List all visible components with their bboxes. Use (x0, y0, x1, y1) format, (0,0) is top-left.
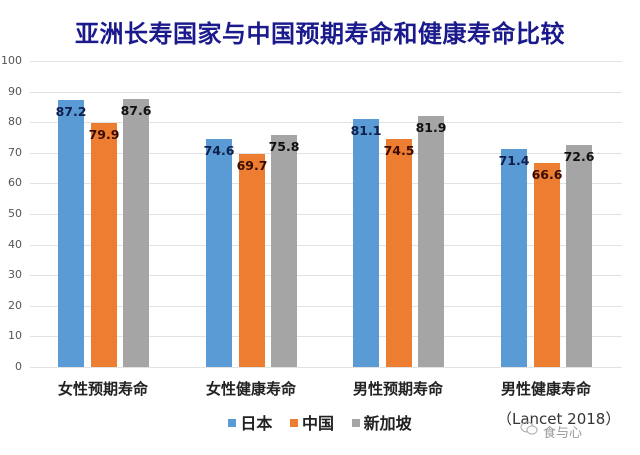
x-axis-label: 女性健康寿命 (205, 380, 296, 398)
gridline (30, 153, 622, 154)
legend-item-singapore: 新加坡 (351, 410, 412, 434)
watermark: 食与心 (543, 426, 583, 441)
bar-value-label: 74.5 (383, 143, 415, 158)
gridline (30, 122, 622, 123)
bar (418, 116, 444, 367)
bar-value-label: 79.9 (88, 127, 120, 142)
bar (566, 145, 592, 367)
bar-value-label: 87.2 (55, 104, 87, 119)
gridline (30, 245, 622, 246)
chart-title: 亚洲长寿国家与中国预期寿命和健康寿命比较 (75, 20, 565, 48)
x-axis-label: 男性健康寿命 (500, 380, 591, 398)
y-tick-label: 60 (8, 176, 22, 189)
gridline (30, 275, 622, 276)
legend: 日本 中国 新加坡 (0, 410, 640, 434)
legend-swatch-icon (351, 418, 360, 427)
y-tick-label: 100 (1, 54, 22, 67)
y-tick-label: 20 (8, 299, 22, 312)
legend-swatch-icon (289, 418, 298, 427)
bar (58, 100, 84, 367)
y-tick-label: 50 (8, 207, 22, 220)
y-tick-label: 30 (8, 268, 22, 281)
legend-swatch-icon (228, 418, 237, 427)
gridline (30, 92, 622, 93)
gridline (30, 214, 622, 215)
gridline (30, 306, 622, 307)
bar-value-label: 66.6 (531, 167, 563, 182)
source-note: （Lancet 2018） (497, 410, 621, 428)
y-tick-label: 0 (15, 360, 22, 373)
bar (239, 154, 265, 367)
legend-label: 中国 (301, 414, 334, 433)
bar (386, 139, 412, 367)
legend-label: 日本 (240, 414, 273, 433)
bar (534, 163, 560, 367)
x-axis-label: 女性预期寿命 (57, 380, 148, 398)
bar-value-label: 75.8 (268, 139, 300, 154)
legend-item-china: 中国 (289, 410, 334, 434)
bar (271, 135, 297, 367)
y-tick-label: 90 (8, 85, 22, 98)
bar-value-label: 81.1 (350, 123, 382, 138)
wechat-icon (520, 421, 538, 435)
legend-item-japan: 日本 (228, 410, 272, 434)
bar-value-label: 72.6 (563, 149, 595, 164)
bar-value-label: 81.9 (415, 120, 447, 135)
bar (123, 99, 149, 367)
bar (206, 139, 232, 367)
gridline (30, 336, 622, 337)
bar-value-label: 74.6 (203, 143, 235, 158)
gridline (30, 183, 622, 184)
y-tick-label: 70 (8, 146, 22, 159)
bar (501, 149, 527, 367)
bar-value-label: 69.7 (236, 158, 268, 173)
y-tick-label: 80 (8, 115, 22, 128)
bar-value-label: 71.4 (498, 153, 530, 168)
x-axis-label: 男性预期寿命 (352, 380, 443, 398)
y-tick-label: 40 (8, 238, 22, 251)
gridline (30, 367, 622, 368)
y-tick-label: 10 (8, 329, 22, 342)
gridline (30, 61, 622, 62)
legend-label: 新加坡 (363, 414, 412, 433)
bar (91, 123, 117, 367)
bar-value-label: 87.6 (120, 103, 152, 118)
bar (353, 119, 379, 367)
